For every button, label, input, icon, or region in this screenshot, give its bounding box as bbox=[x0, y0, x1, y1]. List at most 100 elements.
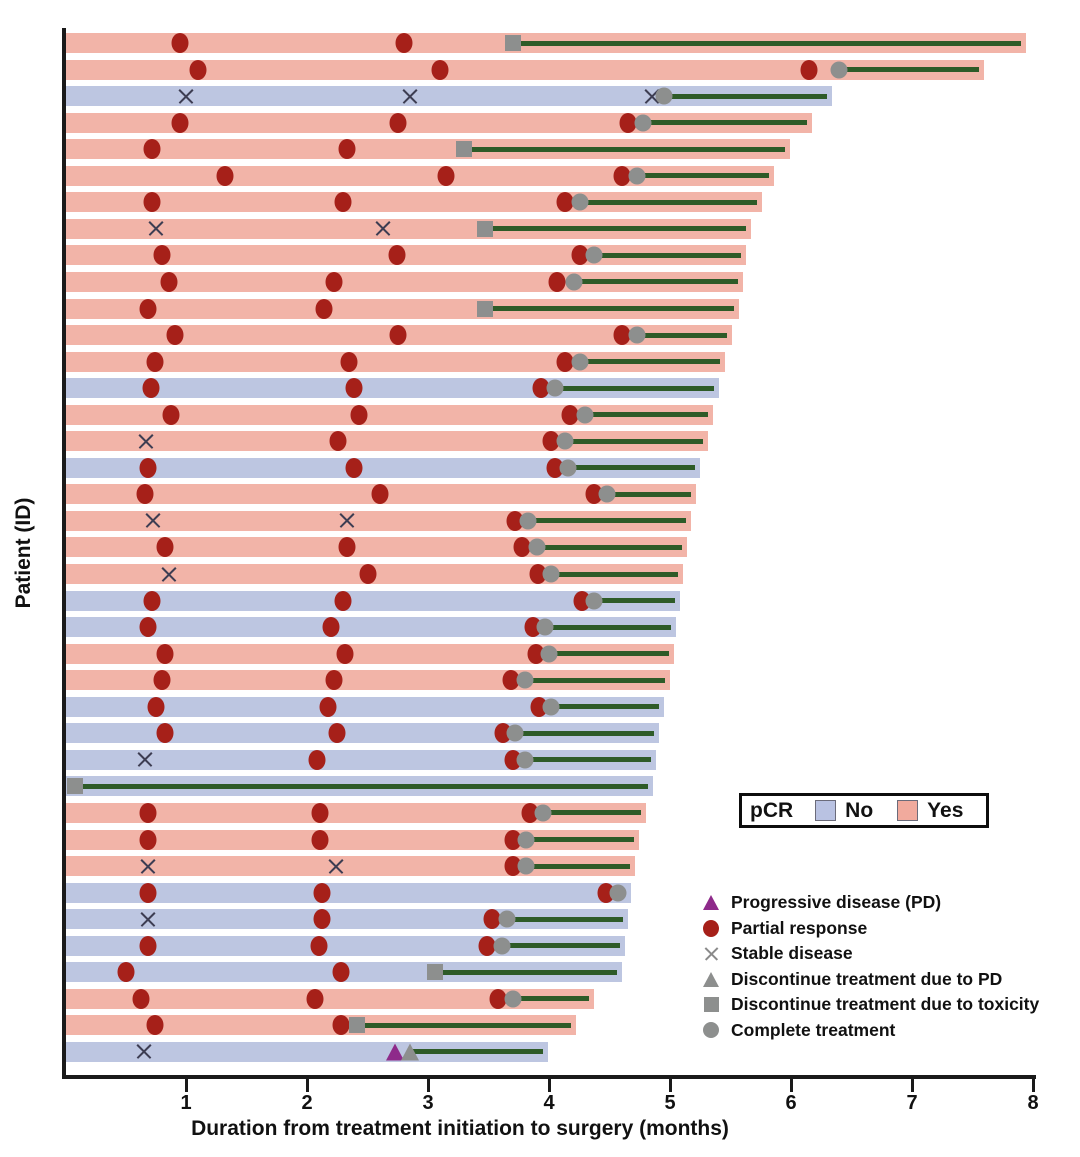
toxicity-discontinue-marker bbox=[476, 300, 493, 317]
partial-response-marker bbox=[146, 351, 164, 372]
stable-disease-marker bbox=[135, 750, 154, 769]
treatment-to-surgery-line bbox=[637, 173, 770, 179]
discontinue-pd-triangle bbox=[700, 968, 722, 990]
partial-response-marker bbox=[153, 245, 171, 266]
treatment-to-surgery-line bbox=[663, 93, 828, 99]
partial-response-marker bbox=[483, 909, 501, 930]
legend-item-label: Discontinue treatment due to toxicity bbox=[731, 994, 1040, 1015]
partial-response-marker bbox=[334, 590, 352, 611]
stable-disease-marker bbox=[177, 87, 196, 106]
partial-response-marker bbox=[153, 670, 171, 691]
partial-response-marker bbox=[332, 1015, 350, 1036]
patient-bar bbox=[66, 457, 701, 478]
partial-response-marker bbox=[156, 537, 174, 558]
treatment-to-surgery-line bbox=[74, 783, 649, 789]
patient-bar bbox=[66, 590, 680, 611]
treatment-to-surgery-line bbox=[555, 385, 714, 391]
partial-response-marker bbox=[328, 723, 346, 744]
toxicity-discontinue-marker bbox=[348, 1017, 365, 1034]
complete-treatment-marker bbox=[540, 645, 558, 663]
partial-response-marker bbox=[139, 457, 157, 478]
partial-response-marker bbox=[332, 962, 350, 983]
treatment-to-surgery-line bbox=[512, 996, 589, 1002]
complete-treatment-marker bbox=[542, 698, 560, 716]
stable-disease-marker bbox=[327, 857, 346, 876]
complete-treatment-marker bbox=[504, 990, 522, 1008]
stable-disease-x bbox=[700, 943, 722, 965]
patient-bar bbox=[66, 1015, 576, 1036]
complete-treatment-marker bbox=[634, 114, 652, 132]
partial-response-marker bbox=[513, 537, 531, 558]
partial-response-marker bbox=[619, 112, 637, 133]
toxicity-discontinue-marker bbox=[66, 778, 83, 795]
partial-response-marker bbox=[142, 378, 160, 399]
partial-response-marker bbox=[437, 165, 455, 186]
complete-treatment-marker bbox=[534, 804, 552, 822]
treatment-to-surgery-line bbox=[551, 571, 679, 577]
x-tick-label: 1 bbox=[180, 1092, 192, 1114]
partial-response-marker bbox=[325, 271, 343, 292]
stable-disease-marker bbox=[139, 857, 158, 876]
treatment-to-surgery-line bbox=[506, 916, 623, 922]
x-tick-label: 2 bbox=[301, 1092, 313, 1114]
complete-treatment-marker bbox=[498, 910, 516, 928]
treatment-to-surgery-line bbox=[839, 67, 979, 73]
complete-treatment-marker bbox=[519, 512, 537, 530]
toxicity-discontinue-marker bbox=[427, 964, 444, 981]
partial-response-marker bbox=[160, 271, 178, 292]
partial-response-marker bbox=[132, 988, 150, 1009]
x-tick bbox=[184, 1079, 188, 1092]
x-tick-label: 5 bbox=[664, 1092, 676, 1114]
partial-response-marker bbox=[139, 298, 157, 319]
patient-bar bbox=[66, 139, 790, 160]
pcr-legend: pCR No Yes bbox=[739, 793, 989, 828]
toxicity-discontinue-marker bbox=[476, 220, 493, 237]
legend-item-label: Progressive disease (PD) bbox=[731, 892, 942, 913]
x-axis-line bbox=[62, 1075, 1036, 1079]
partial-response-marker bbox=[371, 484, 389, 505]
treatment-to-surgery-line bbox=[593, 598, 675, 604]
treatment-to-surgery-line bbox=[580, 359, 720, 365]
complete-treatment-marker bbox=[565, 273, 583, 291]
x-tick bbox=[305, 1079, 309, 1092]
complete-treatment-marker bbox=[542, 565, 560, 583]
partial-response-marker bbox=[389, 325, 407, 346]
treatment-to-surgery-line bbox=[464, 146, 785, 152]
stable-disease-marker bbox=[400, 87, 419, 106]
stable-disease-marker bbox=[146, 219, 165, 238]
treatment-to-surgery-line bbox=[574, 279, 738, 285]
partial-response-marker bbox=[504, 829, 522, 850]
patient-bar bbox=[66, 218, 752, 239]
partial-response-marker bbox=[527, 643, 545, 664]
complete-treatment-marker bbox=[585, 592, 603, 610]
legend-item-label: Complete treatment bbox=[731, 1019, 896, 1040]
partial-response-marker bbox=[143, 192, 161, 213]
legend-item: Stable disease bbox=[700, 941, 1039, 967]
partial-response-marker bbox=[319, 696, 337, 717]
partial-response-marker bbox=[359, 564, 376, 584]
complete-treatment-marker bbox=[576, 406, 594, 424]
x-tick bbox=[668, 1079, 672, 1092]
partial-response-marker bbox=[156, 723, 174, 744]
complete-treatment-marker bbox=[546, 379, 564, 397]
treatment-to-surgery-line bbox=[356, 1022, 571, 1028]
treatment-to-surgery-line bbox=[585, 412, 708, 418]
partial-response-marker bbox=[431, 59, 449, 80]
treatment-to-surgery-line bbox=[484, 226, 747, 232]
partial-response-marker bbox=[136, 484, 154, 505]
treatment-to-surgery-line bbox=[526, 863, 631, 869]
legend-item: Complete treatment bbox=[700, 1018, 1039, 1044]
x-tick-label: 7 bbox=[906, 1092, 918, 1114]
patient-bar bbox=[66, 882, 632, 903]
x-tick-label: 3 bbox=[422, 1092, 434, 1114]
y-axis-label: Patient (ID) bbox=[12, 497, 35, 609]
partial-response-marker bbox=[546, 457, 564, 478]
complete-treatment-marker bbox=[556, 432, 574, 450]
partial-response-marker bbox=[345, 378, 363, 399]
treatment-to-surgery-line bbox=[501, 943, 621, 949]
partial-response-marker bbox=[322, 617, 340, 638]
treatment-to-surgery-line bbox=[435, 969, 617, 975]
patient-bar bbox=[66, 59, 984, 80]
complete-treatment-marker bbox=[830, 61, 848, 79]
